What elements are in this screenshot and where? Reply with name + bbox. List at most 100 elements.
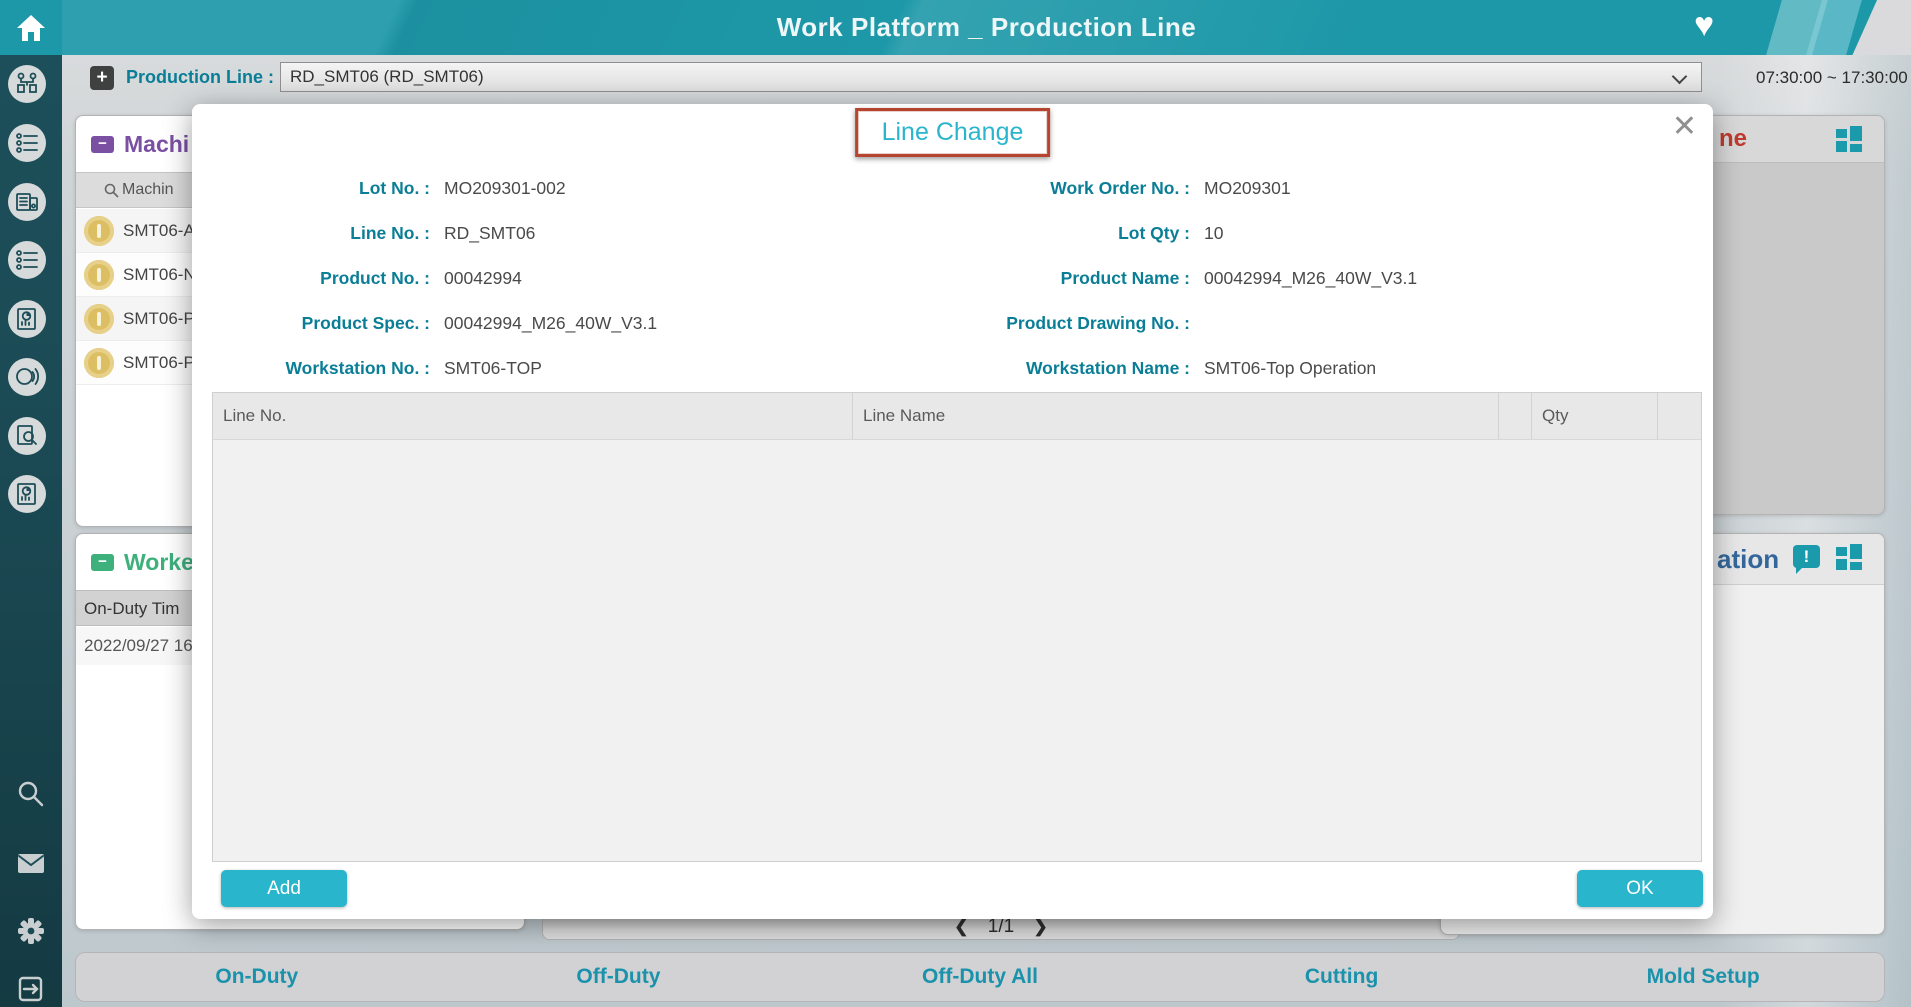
line-no-value: RD_SMT06 [444, 223, 536, 243]
column-spacer [1657, 393, 1701, 439]
machine-panel-header: − Machi [76, 116, 524, 172]
product-name-value: 00042994_M26_40W_V3.1 [1204, 268, 1418, 288]
mail-icon [18, 854, 44, 873]
collapse-button[interactable]: − [91, 553, 114, 571]
sidebar-settings-button[interactable] [15, 915, 47, 947]
cutting-button[interactable]: Cutting [1304, 965, 1379, 988]
mold-setup-button[interactable]: Mold Setup [1646, 965, 1760, 988]
machine-name: SMT06-P [123, 308, 195, 328]
report-chart-icon [17, 483, 36, 505]
workstation-no-label: Workstation No. : [285, 358, 430, 378]
workstation-name-value: SMT06-Top Operation [1204, 358, 1377, 378]
work-order-no-label: Work Order No. : [1050, 178, 1190, 198]
column-spacer [1498, 393, 1531, 439]
sidebar-search-button[interactable] [15, 778, 47, 810]
machine-status-icon [84, 260, 114, 290]
sidebar-item-report-2[interactable] [8, 475, 46, 513]
production-line-value: RD_SMT06 (RD_SMT06) [290, 67, 484, 86]
dashboard-grid-icon[interactable] [1836, 126, 1862, 152]
search-icon [104, 183, 119, 198]
line-change-dialog: ✕ Line Change Lot No. : MO209301-002 Wor… [192, 104, 1713, 919]
sidebar-item-report[interactable] [8, 300, 46, 338]
machine-name: SMT06-P [123, 352, 195, 372]
chevron-down-icon [1671, 68, 1688, 85]
checklist-icon [16, 250, 38, 270]
sidebar-logout-button[interactable] [15, 973, 47, 1005]
dialog-title: Line Change [881, 118, 1024, 146]
ok-button[interactable]: OK [1577, 870, 1703, 907]
off-duty-all-button[interactable]: Off-Duty All [922, 965, 1038, 988]
product-drawing-no-label: Product Drawing No. : [1006, 313, 1190, 333]
on-duty-button[interactable]: On-Duty [215, 965, 299, 988]
home-icon [17, 14, 45, 41]
line-table: Line No. Line Name Qty [212, 392, 1702, 862]
lot-qty-value: 10 [1204, 223, 1224, 243]
shift-time: 07:30:00 ~ 17:30:00 [1756, 68, 1908, 87]
off-duty-button[interactable]: Off-Duty [576, 965, 661, 988]
production-line-toolbar: + Production Line : RD_SMT06 (RD_SMT06) … [62, 55, 1911, 100]
header: Work Platform _ Production Line ♥ [62, 0, 1911, 55]
field-row: Workstation No. : SMT06-TOP Workstation … [192, 346, 1713, 391]
machine-status-icon [84, 348, 114, 378]
line-table-body [213, 439, 1701, 861]
column-qty: Qty [1531, 393, 1657, 439]
machine-name: SMT06-N [123, 264, 196, 284]
field-row: Lot No. : MO209301-002 Work Order No. : … [192, 166, 1713, 211]
product-spec-value: 00042994_M26_40W_V3.1 [444, 313, 658, 333]
sidebar-item-worklist[interactable] [8, 124, 46, 162]
sidebar-item-broadcast[interactable] [8, 358, 46, 396]
checklist-icon [16, 133, 38, 153]
logout-icon [18, 976, 43, 1002]
page-title: Work Platform _ Production Line [776, 12, 1197, 42]
machine-status-icon [84, 304, 114, 334]
sidebar-item-doc-search[interactable] [8, 417, 46, 455]
alert-bubble-icon[interactable]: ! [1793, 545, 1820, 574]
close-icon[interactable]: ✕ [1671, 110, 1697, 143]
production-line-label: Production Line : [126, 67, 274, 87]
product-name-label: Product Name : [1060, 268, 1190, 288]
pager-prev-icon[interactable]: ❮ [954, 917, 969, 936]
lot-qty-label: Lot Qty : [1118, 223, 1190, 243]
machine-panel-title: Machi [124, 130, 190, 157]
machine-name: SMT06-A [123, 220, 195, 240]
sidebar-item-machine-doc[interactable] [8, 183, 46, 221]
sidebar-item-home[interactable] [0, 0, 62, 55]
sidebar [0, 0, 62, 1007]
product-no-value: 00042994 [444, 268, 522, 288]
machine-document-icon [16, 193, 38, 211]
broadcast-icon [16, 368, 40, 385]
lot-no-value: MO209301-002 [444, 178, 566, 198]
process-flow-icon [17, 72, 37, 93]
column-line-no: Line No. [223, 406, 287, 425]
worker-panel-title: Worke [124, 548, 194, 575]
product-no-label: Product No. : [320, 268, 430, 288]
machine-status-icon [84, 216, 114, 246]
sidebar-item-process[interactable] [8, 65, 46, 103]
search-icon [18, 781, 44, 807]
worker-panel-header: − Worke [76, 534, 524, 590]
right-top-panel-title: ne [1719, 125, 1748, 152]
workstation-no-value: SMT06-TOP [444, 358, 542, 378]
report-chart-icon [17, 308, 36, 330]
title-highlight-box: Line Change [854, 108, 1051, 157]
work-order-no-value: MO209301 [1204, 178, 1291, 198]
production-line-select[interactable]: RD_SMT06 (RD_SMT06) [280, 62, 1702, 92]
document-search-icon [17, 425, 37, 445]
collapse-button[interactable]: − [91, 135, 114, 153]
field-row: Product Spec. : 00042994_M26_40W_V3.1 Pr… [192, 301, 1713, 346]
add-production-line-button[interactable]: + [90, 66, 114, 90]
add-button[interactable]: Add [221, 870, 347, 907]
sidebar-mail-button[interactable] [15, 848, 47, 880]
pagination: ❮ 1/1 ❯ [543, 916, 1459, 938]
dashboard-grid-icon[interactable] [1836, 544, 1862, 570]
pager-next-icon[interactable]: ❯ [1033, 917, 1048, 936]
sidebar-item-checklist[interactable] [8, 241, 46, 279]
workstation-name-label: Workstation Name : [1025, 358, 1190, 378]
line-table-header: Line No. Line Name Qty [213, 393, 1701, 439]
action-bar: On-Duty Off-Duty Off-Duty All Cutting Mo… [75, 952, 1885, 1002]
favorite-heart-icon[interactable]: ♥ [1694, 6, 1715, 44]
field-row: Line No. : RD_SMT06 Lot Qty : 10 [192, 211, 1713, 256]
field-row: Product No. : 00042994 Product Name : 00… [192, 256, 1713, 301]
lot-no-label: Lot No. : [359, 178, 430, 198]
